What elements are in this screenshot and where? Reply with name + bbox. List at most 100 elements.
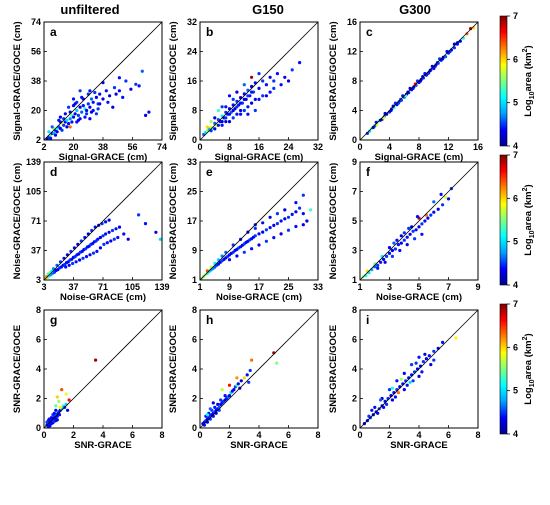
data-point [275, 361, 279, 365]
data-point [68, 117, 72, 121]
data-point [205, 125, 209, 129]
x-tick-label: 12 [443, 142, 453, 152]
data-point [413, 82, 417, 86]
data-point [98, 235, 102, 240]
x-tick-label: 1 [357, 282, 362, 292]
x-tick-label: 9 [227, 282, 232, 292]
data-point [114, 227, 118, 231]
data-point [257, 86, 261, 90]
data-point [382, 405, 386, 409]
data-point [301, 193, 305, 197]
panel-letter: f [366, 165, 371, 179]
data-point [257, 232, 261, 236]
data-point [224, 120, 228, 124]
data-point [78, 258, 82, 262]
data-point [272, 223, 276, 227]
data-point [421, 360, 425, 364]
colorbar-tick-label: 5 [513, 237, 518, 247]
x-tick-label: 0 [357, 430, 362, 440]
data-point [264, 239, 268, 243]
y-tick-label: 3 [352, 246, 357, 256]
data-point [390, 386, 394, 390]
panel-e: 11 9 9 17 17 25 25 33 33 Noise-GRACE (cm) Noise-GR… [168, 157, 323, 303]
panel-letter: g [50, 313, 57, 327]
data-point [250, 75, 254, 79]
data-point [413, 237, 417, 241]
data-point [286, 215, 291, 219]
panel-letter: d [50, 165, 57, 179]
data-point [441, 203, 445, 207]
data-point [441, 340, 445, 344]
colorbar [499, 303, 508, 435]
data-point [220, 388, 224, 392]
data-point [290, 212, 294, 216]
one-to-one-line [359, 309, 479, 429]
data-point [57, 413, 62, 417]
data-point [239, 112, 243, 116]
data-point [264, 83, 268, 87]
data-point [405, 383, 409, 387]
data-point [246, 112, 250, 116]
x-tick-label: 0 [357, 142, 362, 152]
data-point [399, 241, 403, 245]
data-point [71, 97, 76, 101]
data-point [239, 101, 243, 105]
x-axis-label: SNR-GRACE [230, 440, 288, 451]
colorbar-row-1: 4 5 6 7 Log10area (km2) [499, 11, 536, 151]
panel-b: 00 8 8 16 16 24 24 32 32 Signal-GRACE (cm) Signal-… [168, 17, 323, 163]
colorbar-label: Log10area (km2) [522, 184, 536, 255]
data-point [398, 248, 402, 253]
data-point [268, 215, 272, 219]
y-tick-label: 71 [31, 216, 41, 226]
data-point [242, 97, 246, 101]
data-point [395, 238, 399, 242]
data-point [379, 398, 383, 402]
data-point [242, 83, 246, 87]
y-tick-label: 56 [31, 47, 41, 57]
data-point [109, 239, 113, 243]
data-point [387, 388, 392, 392]
data-point [245, 373, 249, 377]
data-point [81, 104, 85, 108]
data-point [279, 219, 283, 223]
x-tick-label: 8 [159, 430, 164, 440]
data-point [63, 112, 67, 116]
points-a [45, 69, 151, 140]
data-point [432, 210, 436, 214]
one-to-one-line [43, 161, 163, 281]
data-point [379, 118, 383, 122]
y-tick-label: 4 [352, 106, 357, 116]
data-point [253, 108, 257, 113]
data-point [89, 97, 94, 101]
data-point [367, 414, 371, 418]
x-tick-label: 17 [254, 282, 264, 292]
data-point [80, 95, 84, 99]
x-tick-label: 2 [71, 430, 76, 440]
data-point [432, 349, 436, 353]
x-tick-label: 71 [98, 282, 108, 292]
data-point [235, 254, 239, 258]
data-point [96, 107, 100, 111]
data-point [257, 97, 261, 101]
y-tick-label: 139 [26, 157, 41, 167]
y-tick-label: 17 [187, 216, 197, 226]
x-tick-label: 16 [473, 142, 483, 152]
data-point [415, 215, 420, 219]
data-point [98, 246, 102, 250]
x-axis-label: SNR-GRACE [390, 440, 448, 451]
x-tick-label: 20 [68, 142, 78, 152]
data-point [126, 237, 130, 241]
data-point [392, 241, 396, 245]
data-point [393, 247, 397, 251]
data-point [73, 102, 77, 106]
panel-g: 00 2 2 4 4 6 6 8 8 SNR-GRACE SNR-GRACE/GOCE g [12, 305, 165, 451]
data-point [220, 120, 224, 124]
data-point [117, 225, 122, 229]
data-point [58, 405, 62, 409]
y-axis-label: Noise-GRACE/GOCE (cm) [12, 163, 23, 280]
points-e [200, 193, 313, 280]
one-to-one-line [43, 21, 163, 141]
data-point [74, 260, 78, 264]
colorbar-tick-label: 7 [513, 11, 518, 21]
data-point [298, 206, 302, 210]
